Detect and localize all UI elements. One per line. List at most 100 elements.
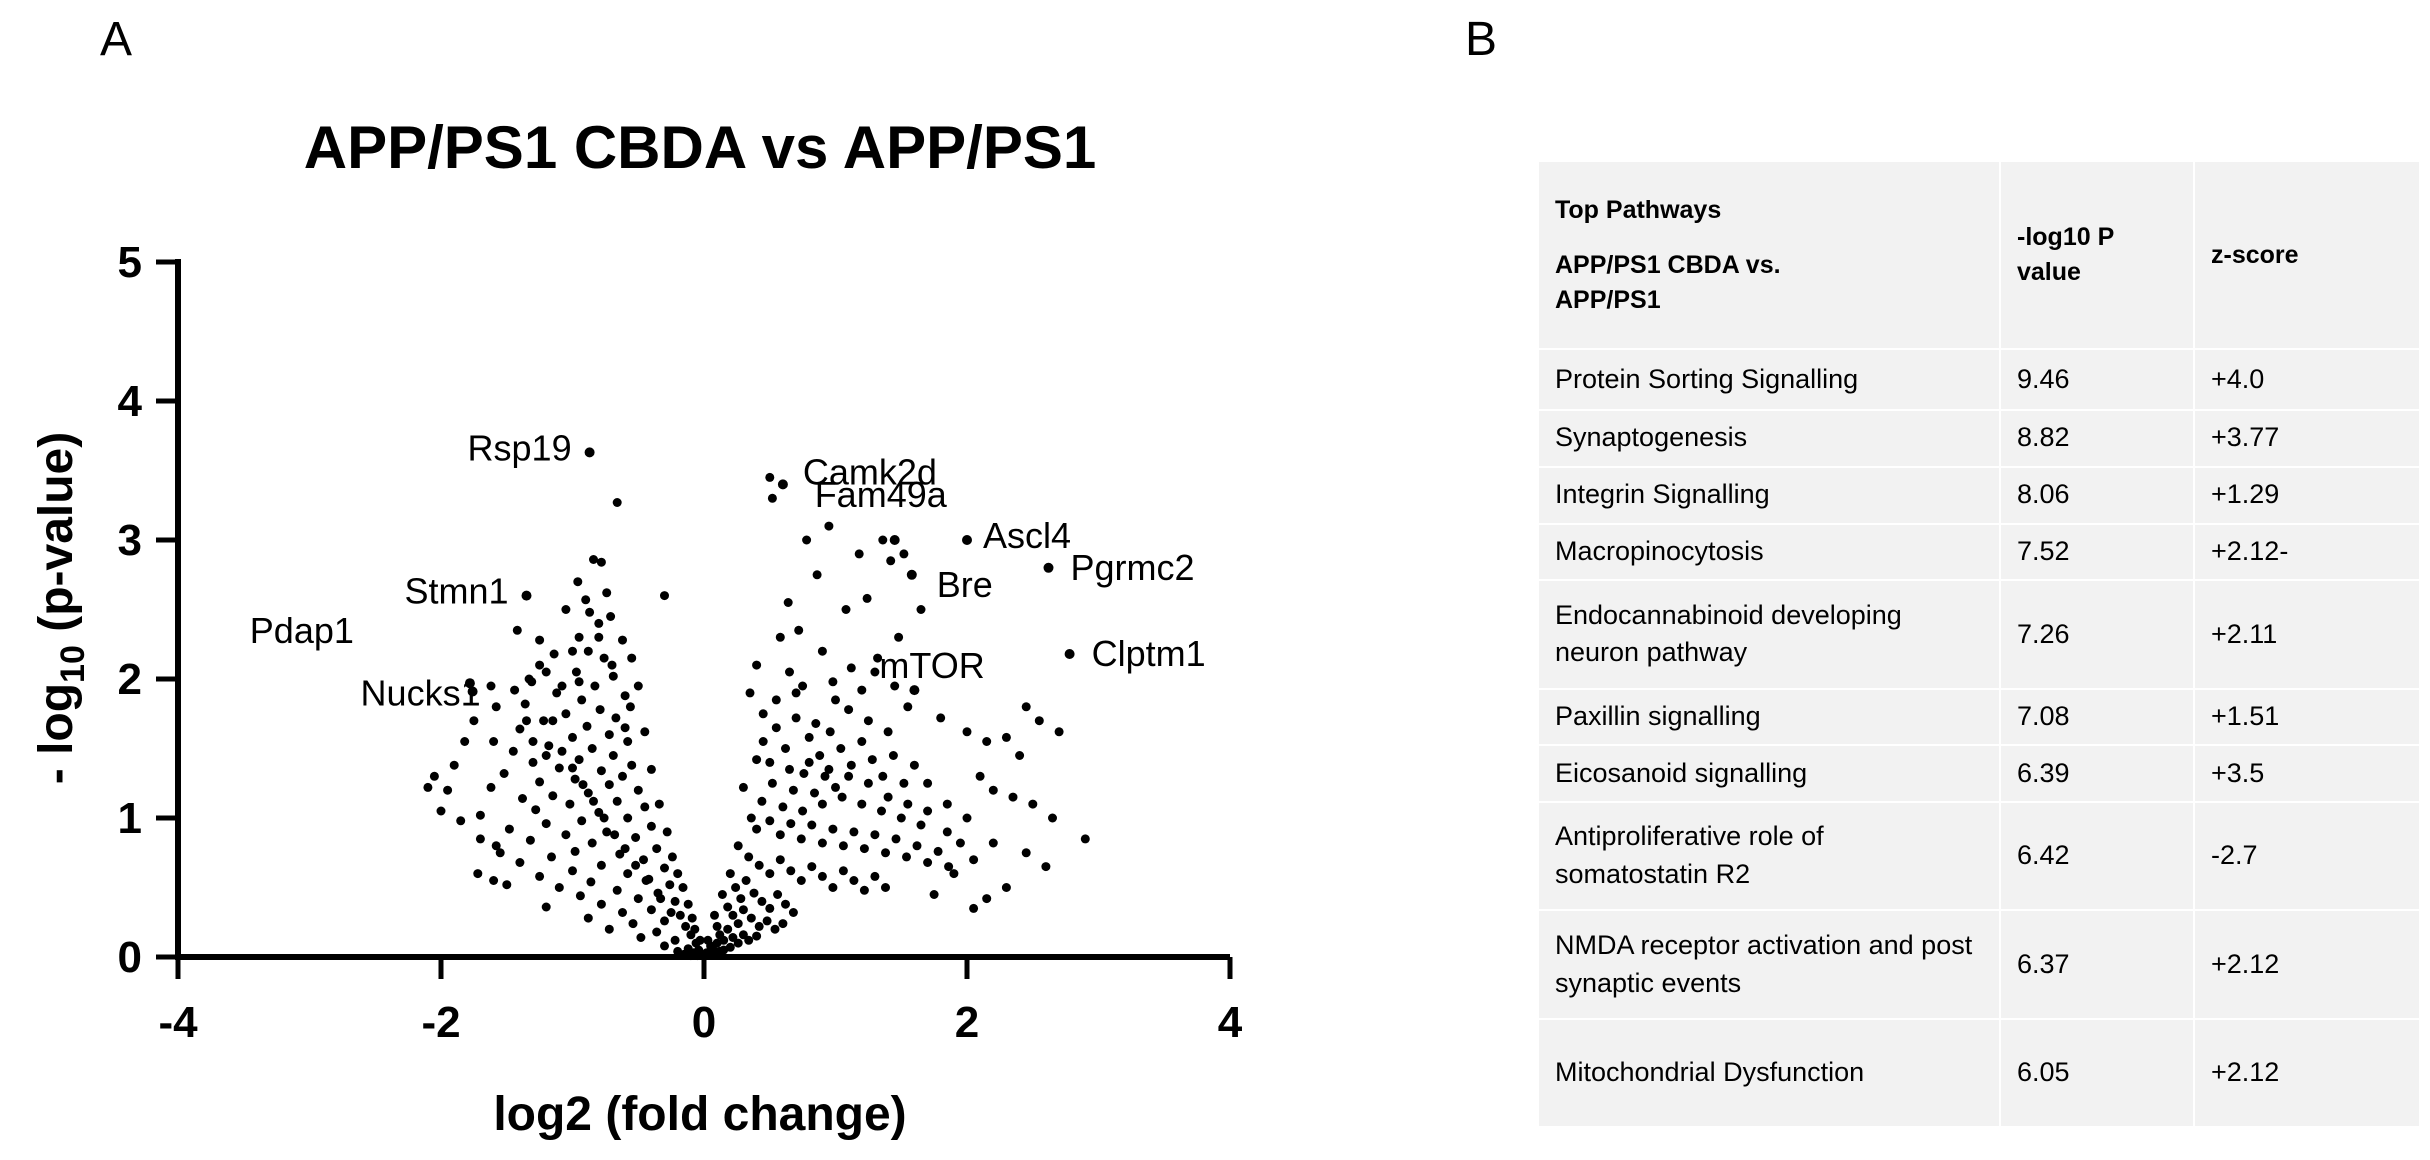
data-point — [857, 737, 867, 746]
data-point — [581, 595, 591, 605]
data-point — [785, 667, 794, 677]
header-line: APP/PS1 — [1555, 285, 1661, 314]
labeled-point — [1043, 562, 1054, 573]
data-point — [577, 695, 587, 705]
data-point — [623, 737, 633, 746]
data-point — [606, 612, 616, 621]
data-point — [557, 746, 567, 756]
data-point — [723, 902, 733, 912]
z-score-cell: +4.0 — [2193, 348, 2421, 411]
data-point — [535, 777, 545, 787]
data-point — [512, 625, 522, 635]
data-point — [486, 681, 496, 691]
data-point — [631, 860, 641, 870]
data-point — [1021, 848, 1031, 858]
data-point — [886, 556, 896, 566]
data-point — [912, 841, 922, 851]
data-point — [660, 941, 669, 951]
data-point — [754, 921, 764, 931]
data-point — [1015, 751, 1025, 760]
data-point — [846, 760, 856, 770]
data-point — [574, 677, 584, 687]
data-point — [681, 921, 691, 931]
data-point — [443, 785, 453, 795]
data-point — [489, 737, 499, 746]
pathway-name-cell: Synaptogenesis — [1537, 408, 2001, 468]
data-point — [890, 681, 900, 691]
data-point — [623, 813, 633, 823]
data-point — [807, 820, 817, 830]
data-point — [602, 827, 612, 837]
z-score-cell: +2.12 — [2193, 909, 2421, 1020]
data-point — [752, 824, 762, 834]
x-tick-label: -2 — [421, 998, 460, 1047]
data-point — [522, 716, 531, 726]
data-point — [810, 788, 819, 798]
data-point — [570, 774, 580, 784]
data-point — [738, 905, 748, 915]
data-point — [849, 876, 859, 885]
data-point — [502, 880, 512, 890]
data-point — [962, 813, 972, 823]
data-point — [1034, 716, 1044, 726]
data-point — [604, 924, 614, 934]
header-line: Top Pathways — [1555, 195, 1722, 224]
data-point — [758, 709, 768, 719]
z-score-cell: +2.11 — [2193, 579, 2421, 690]
data-point — [570, 846, 580, 856]
data-point — [683, 899, 693, 909]
data-point — [568, 866, 577, 876]
data-point — [857, 799, 867, 809]
data-point — [773, 890, 783, 899]
data-point — [548, 716, 558, 726]
data-point — [767, 493, 777, 503]
y-tick-label: 4 — [118, 377, 143, 426]
data-point — [608, 751, 618, 760]
data-point — [710, 910, 719, 920]
data-point — [765, 757, 775, 767]
data-point — [891, 834, 901, 844]
z-score-cell: -2.7 — [2193, 801, 2421, 912]
y-axis-label-subscript: 10 — [54, 645, 92, 683]
data-point — [733, 919, 743, 929]
data-point — [896, 813, 906, 823]
data-point — [949, 869, 959, 879]
data-point — [791, 688, 801, 698]
data-point — [612, 498, 622, 507]
data-point — [873, 653, 883, 663]
header-line: -log10 P — [2017, 223, 2115, 251]
data-point — [491, 702, 501, 712]
data-point — [969, 903, 979, 913]
data-point — [838, 866, 848, 876]
data-point — [955, 838, 965, 848]
data-point — [725, 869, 735, 879]
data-point — [665, 880, 675, 890]
data-point — [754, 860, 764, 870]
data-point — [916, 605, 926, 614]
data-point — [712, 938, 722, 948]
data-point — [765, 869, 775, 879]
log-p-value-cell: 7.08 — [1999, 687, 2195, 747]
data-point — [820, 771, 830, 781]
data-point — [878, 771, 888, 781]
data-point — [933, 846, 943, 856]
data-point — [728, 933, 738, 942]
data-point — [631, 833, 641, 842]
data-point — [745, 688, 755, 698]
data-point — [903, 702, 913, 712]
data-point — [636, 933, 646, 942]
x-axis-label: log2 (fold change) — [493, 1088, 906, 1141]
log-p-value-cell: 8.82 — [1999, 408, 2195, 468]
data-point — [690, 924, 700, 934]
data-point — [778, 919, 788, 929]
pathway-name-cell: Mitochondrial Dysfunction — [1537, 1017, 2001, 1129]
gene-label: Pdap1 — [250, 610, 354, 651]
pathway-name-cell: NMDA receptor activation and post synapt… — [1537, 909, 2001, 1020]
data-point — [583, 646, 593, 656]
labeled-point — [909, 685, 920, 696]
data-point — [804, 757, 814, 767]
table-row: Protein Sorting Signalling 9.46 +4.0 — [1537, 348, 2421, 411]
data-point — [456, 816, 466, 826]
data-point — [796, 834, 806, 844]
data-point — [612, 885, 622, 895]
